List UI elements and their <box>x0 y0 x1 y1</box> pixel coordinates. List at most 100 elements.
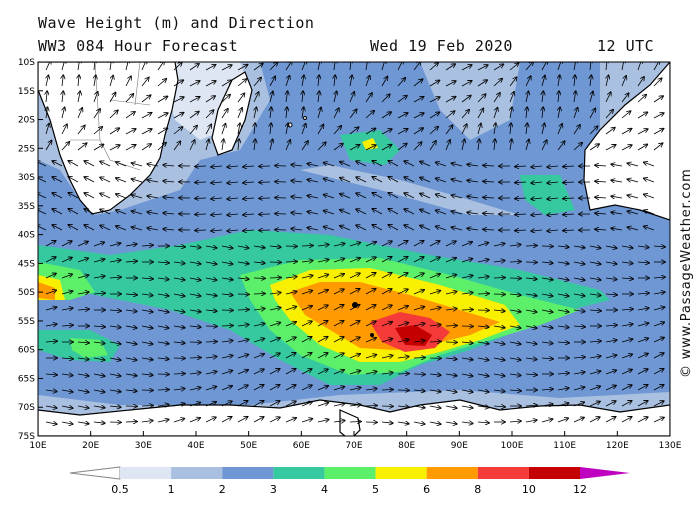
wave-direction-arrow <box>340 210 351 215</box>
wave-direction-arrow <box>397 374 409 375</box>
wave-direction-arrow <box>125 244 137 246</box>
wave-direction-arrow <box>589 341 601 342</box>
wave-direction-arrow <box>173 113 184 119</box>
wave-direction-arrow <box>637 262 649 263</box>
wave-direction-arrow <box>637 401 648 407</box>
wave-direction-arrow <box>254 123 255 135</box>
colorbar-swatch <box>426 467 478 479</box>
wave-direction-arrow <box>381 305 392 311</box>
wave-direction-arrow <box>307 228 319 230</box>
wave-direction-arrow <box>445 97 456 103</box>
wave-direction-arrow <box>38 161 47 167</box>
wave-direction-arrow <box>301 369 312 375</box>
wave-direction-arrow <box>253 262 265 263</box>
wave-direction-arrow <box>285 76 290 87</box>
wave-direction-arrow <box>211 214 223 215</box>
wave-direction-arrow <box>62 107 65 119</box>
wave-direction-arrow <box>653 277 665 278</box>
wave-direction-arrow <box>477 422 489 423</box>
wave-direction-arrow <box>77 406 89 408</box>
lat-tick-label: 20S <box>18 116 35 126</box>
wave-direction-arrow <box>349 92 354 103</box>
wave-direction-arrow <box>541 262 553 263</box>
wave-direction-arrow <box>237 93 245 103</box>
wave-direction-arrow <box>573 418 584 423</box>
wave-direction-arrow <box>333 337 344 343</box>
wave-direction-arrow <box>286 123 288 135</box>
wave-direction-arrow <box>637 62 642 71</box>
wave-direction-arrow <box>317 403 328 407</box>
wave-direction-arrow <box>62 62 65 71</box>
wave-direction-arrow <box>237 417 248 423</box>
wave-direction-arrow <box>404 161 415 167</box>
wave-direction-arrow <box>595 229 607 230</box>
wave-direction-arrow <box>189 403 200 407</box>
wave-direction-arrow <box>493 406 505 407</box>
wave-direction-arrow <box>461 310 473 311</box>
wave-direction-arrow <box>404 209 415 215</box>
wave-direction-arrow <box>509 374 521 376</box>
colorbar-label: 3 <box>270 483 277 496</box>
wave-direction-arrow <box>340 194 351 199</box>
wave-direction-arrow <box>557 373 569 374</box>
wave-direction-arrow <box>467 180 479 182</box>
wave-direction-arrow <box>285 262 297 263</box>
wave-direction-arrow <box>381 422 393 423</box>
wave-direction-arrow <box>653 401 664 407</box>
wave-direction-arrow <box>211 182 223 183</box>
wave-direction-arrow <box>46 107 48 119</box>
wave-direction-arrow <box>381 129 392 135</box>
wave-direction-arrow <box>605 417 616 423</box>
wave-direction-arrow <box>77 374 89 376</box>
wave-direction-arrow <box>589 144 599 151</box>
wave-direction-arrow <box>132 179 143 183</box>
wave-direction-arrow <box>157 96 168 103</box>
wave-direction-arrow <box>365 128 376 135</box>
wave-direction-arrow <box>621 76 626 87</box>
wave-direction-arrow <box>531 182 543 183</box>
wave-direction-arrow <box>557 310 569 312</box>
wave-direction-arrow <box>157 310 169 312</box>
australia-landmass <box>583 62 670 221</box>
wave-direction-arrow <box>141 144 151 151</box>
wave-direction-arrow <box>302 91 303 103</box>
wave-direction-arrow <box>291 165 303 166</box>
wave-direction-arrow <box>109 76 113 87</box>
wave-direction-arrow <box>381 339 392 343</box>
wave-direction-arrow <box>285 307 296 311</box>
wave-direction-arrow <box>301 306 312 311</box>
wave-direction-arrow <box>94 62 95 71</box>
wave-direction-arrow <box>116 178 127 183</box>
wave-direction-arrow <box>317 420 329 423</box>
wave-direction-arrow <box>397 129 408 135</box>
wave-direction-arrow <box>173 127 183 135</box>
wave-direction-arrow <box>605 246 617 248</box>
wave-direction-arrow <box>317 321 328 327</box>
wave-direction-arrow <box>141 326 153 328</box>
wave-direction-arrow <box>125 145 136 151</box>
lat-tick-label: 35S <box>18 202 35 212</box>
colorbar-label: 10 <box>522 483 536 496</box>
wave-direction-arrow <box>78 62 80 71</box>
forecast-time: 12 UTC <box>597 37 655 55</box>
wave-direction-arrow <box>525 294 537 296</box>
wave-direction-arrow <box>340 178 351 183</box>
wave-direction-arrow <box>221 109 228 119</box>
wave-direction-arrow <box>334 91 337 103</box>
wave-direction-arrow <box>269 338 280 343</box>
wave-direction-arrow <box>157 420 169 423</box>
wave-direction-arrow <box>77 242 88 247</box>
wave-direction-arrow <box>445 292 457 295</box>
wave-direction-arrow <box>606 75 609 87</box>
wave-direction-arrow <box>163 229 175 230</box>
wave-direction-arrow <box>221 262 233 264</box>
wave-direction-arrow <box>461 242 472 247</box>
wave-direction-arrow <box>205 357 217 359</box>
wave-direction-arrow <box>269 62 278 71</box>
wave-direction-arrow <box>349 321 360 327</box>
wave-direction-arrow <box>589 262 601 264</box>
wave-direction-arrow <box>173 374 185 375</box>
wave-direction-arrow <box>595 181 607 182</box>
wave-direction-arrow <box>340 226 351 231</box>
wave-direction-arrow <box>589 294 601 296</box>
